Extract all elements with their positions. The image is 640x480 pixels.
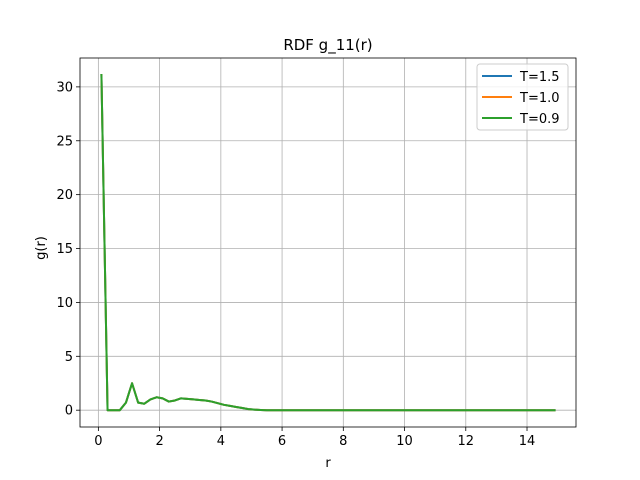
legend-box	[476, 63, 569, 131]
plot-frame	[79, 57, 577, 428]
x-tick-label: 10	[396, 434, 413, 449]
x-tick-label: 14	[519, 434, 536, 449]
y-tick-label: 25	[56, 134, 73, 149]
x-tick-label: 8	[339, 434, 347, 449]
x-axis-ticks: 0 2 4 6 8 10 12 14	[94, 427, 535, 449]
y-axis-label: g(r)	[34, 236, 49, 260]
y-tick-label: 20	[56, 188, 73, 203]
y-tick-label: 0	[65, 404, 73, 419]
y-tick-label: 15	[56, 242, 73, 257]
legend: T=1.5 T=1.0 T=0.9	[476, 63, 569, 131]
x-tick-label: 12	[458, 434, 475, 449]
series-lines	[100, 74, 556, 412]
y-tick-label: 10	[56, 296, 73, 311]
legend-label-t15: T=1.5	[519, 70, 560, 85]
x-tick-label: 6	[278, 434, 286, 449]
y-tick-label: 5	[65, 350, 73, 365]
legend-label-t10: T=1.0	[519, 91, 560, 106]
x-tick-label: 0	[94, 434, 102, 449]
x-axis-label: r	[325, 456, 331, 471]
series-line-t-0-9	[100, 74, 556, 412]
y-tick-label: 30	[56, 80, 73, 95]
x-tick-label: 2	[155, 434, 163, 449]
legend-label-t09: T=0.9	[519, 112, 560, 127]
y-axis-ticks: 0 5 10 15 20 25 30	[56, 80, 80, 419]
x-tick-label: 4	[217, 434, 225, 449]
chart-title: RDF g_11(r)	[283, 36, 372, 55]
